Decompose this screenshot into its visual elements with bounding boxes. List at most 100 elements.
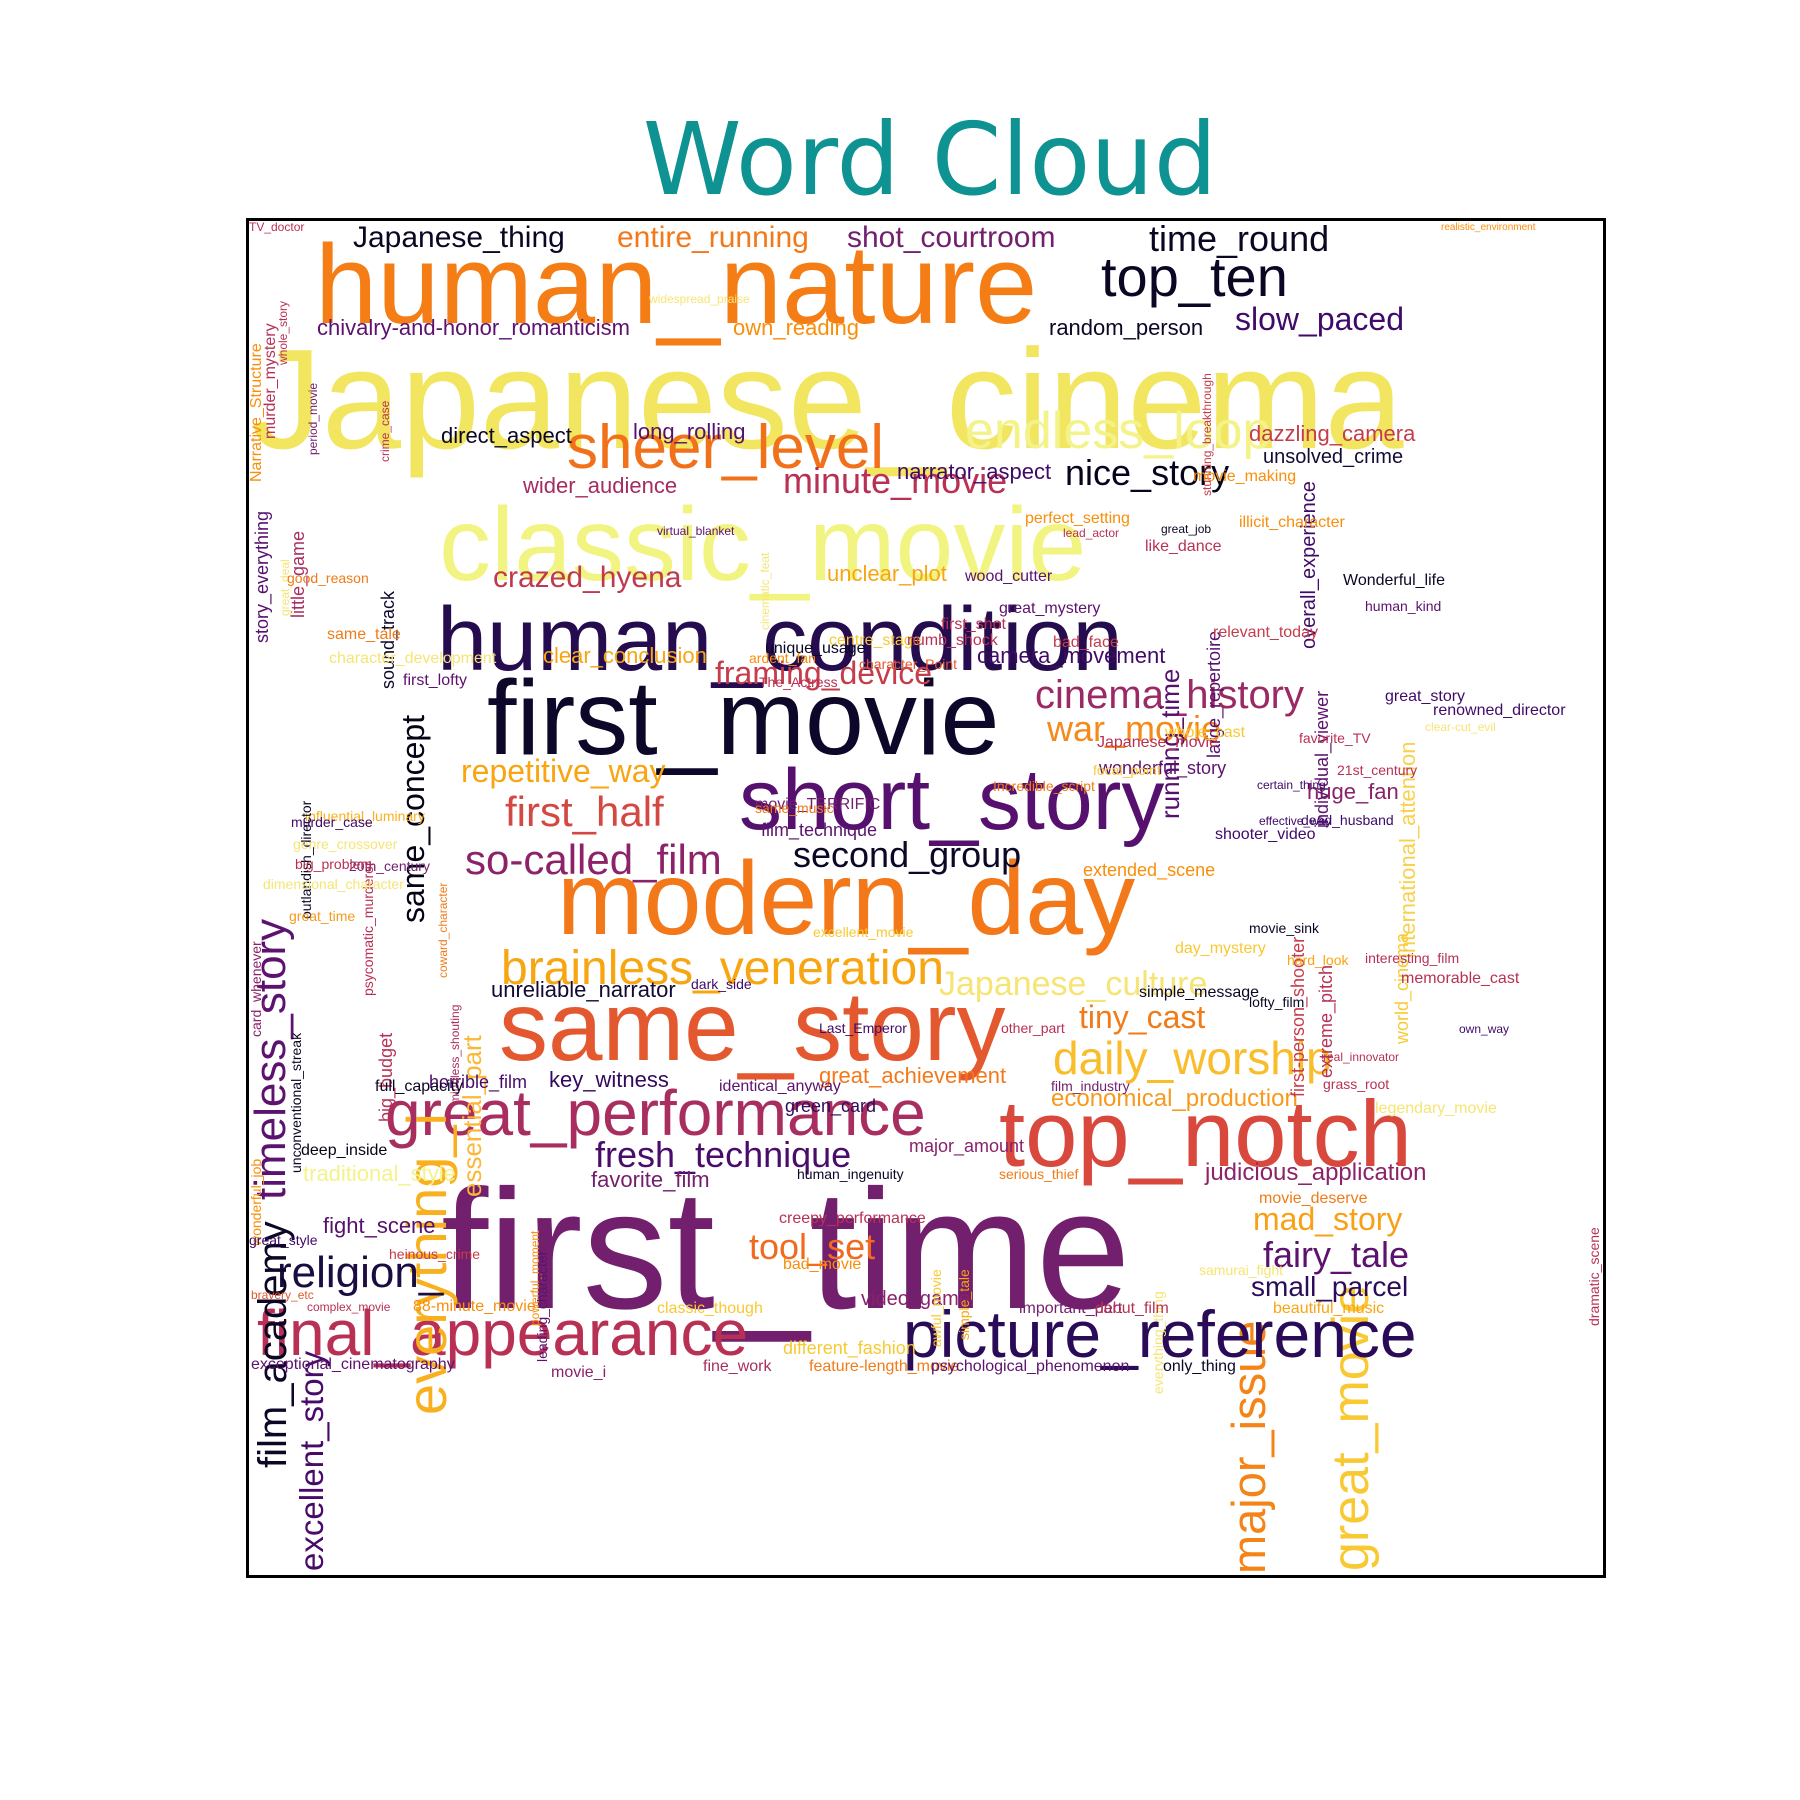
word-28: cinema_history	[1035, 673, 1305, 717]
word-0: Japanese_cinema	[251, 320, 1404, 479]
word-196: realistic_environment	[1441, 222, 1536, 233]
word-199: TV_doctor	[249, 220, 305, 234]
word-31: second_group	[793, 834, 1022, 875]
word-87: extended_scene	[1083, 860, 1216, 880]
word-147: excellent_movie	[813, 924, 914, 940]
word-7: classic_movie	[439, 487, 1087, 603]
word-119: 88-minute_movie	[413, 1298, 536, 1315]
word-151: focal_point	[1093, 762, 1161, 778]
word-130: bad_movie	[783, 1256, 862, 1273]
word-8: modern_day	[557, 841, 1136, 957]
word-186: first_shot	[941, 616, 1006, 633]
word-70: unreliable_narrator	[491, 977, 676, 1002]
word-198: human_kind	[1365, 598, 1442, 614]
word-91: whole_story	[276, 300, 290, 365]
word-68: fight_scene	[323, 1213, 436, 1238]
word-131: creepy_performance	[779, 1210, 926, 1227]
word-16: sheer_level	[567, 413, 885, 482]
word-141: own_way	[1459, 1022, 1510, 1036]
word-97: influential_luminary	[305, 808, 425, 824]
word-6: human_condition	[437, 590, 1123, 690]
word-93: crime_case	[378, 400, 392, 462]
word-121: different_fashion	[783, 1338, 916, 1358]
word-165: favorite_TV	[1299, 730, 1371, 746]
word-113: deep_inside	[301, 1142, 388, 1159]
word-27: first_half	[505, 788, 664, 835]
word-120: classic_though	[657, 1300, 763, 1317]
word-11: short_story	[739, 752, 1165, 848]
word-136: full_capacity	[375, 1078, 464, 1095]
word-177: whole_cast	[1165, 724, 1246, 741]
word-115: heinous_crime	[389, 1246, 481, 1262]
word-146: memorable_cast	[1401, 970, 1520, 987]
word-182: ardent_fan	[749, 650, 816, 666]
word-19: endless_loop	[965, 402, 1272, 460]
word-101: card_whenever	[248, 941, 264, 1037]
word-44: shot_courtroom	[847, 221, 1056, 254]
word-13: picture_reference	[903, 1297, 1417, 1371]
word-149: movie_deserve	[1259, 1190, 1368, 1207]
word-187: wood_cutter	[965, 568, 1053, 585]
word-127: important_part	[1019, 1300, 1123, 1317]
word-155: dark_side	[691, 976, 752, 992]
word-84: individual_viewer	[1312, 690, 1332, 828]
word-cloud: Japanese_cinema first_time human_nature fir…	[249, 221, 1603, 1575]
word-161: big_problem	[295, 856, 373, 872]
word-65: camera_movement	[977, 643, 1166, 668]
word-80: major_amount	[909, 1136, 1025, 1156]
word-52: judicious_application	[1205, 1159, 1427, 1186]
word-96: cinematic_feat	[758, 552, 772, 630]
word-1: first_time	[441, 1155, 1131, 1345]
word-160: genre_crossover	[293, 836, 398, 852]
word-134: human_ingenuity	[797, 1166, 904, 1182]
word-34: nice_story	[1065, 452, 1230, 493]
word-78: horrible_film	[429, 1072, 528, 1092]
word-4: excellent_story	[293, 1350, 330, 1571]
word-178: relevant_today	[1213, 624, 1318, 641]
word-14: final_appearance	[257, 1297, 749, 1369]
word-73: video_game	[861, 1288, 970, 1310]
word-168: good_reason	[287, 570, 369, 586]
word-123: fine_work	[703, 1358, 772, 1375]
word-111: dimensional_character	[263, 876, 404, 892]
word-171: first_lofty	[403, 672, 468, 689]
word-183: unique_usage	[765, 640, 866, 657]
word-63: great_achievement	[819, 1063, 1007, 1088]
word-126: only_thing	[1163, 1358, 1236, 1375]
word-88: wonderful_story	[1099, 758, 1227, 778]
word-cloud-frame: Japanese_cinema first_time human_nature fir…	[246, 218, 1606, 1578]
word-24: film_academy	[251, 1221, 295, 1468]
word-40: mad_story	[1253, 1201, 1403, 1237]
word-142: simple_message	[1139, 984, 1260, 1001]
word-138: grass_root	[1323, 1076, 1390, 1092]
word-188: numb_shock	[907, 632, 998, 649]
word-37: framing_device	[715, 655, 932, 691]
word-135: identical_anyway	[719, 1078, 841, 1095]
word-106: leading_character	[534, 1250, 550, 1362]
word-159: murder_case	[291, 814, 373, 830]
word-35: war_movie	[1047, 708, 1222, 749]
word-32: Japanese_culture	[939, 965, 1208, 1003]
word-189: widespread_praise	[649, 292, 750, 306]
word-176: great_story	[1385, 688, 1466, 705]
word-122: movie_i	[551, 1364, 607, 1381]
word-29: fresh_technique	[595, 1134, 852, 1175]
word-39: fairy_tale	[1263, 1234, 1410, 1275]
word-95: great_deal	[278, 559, 292, 616]
word-164: 21st_century	[1337, 762, 1418, 778]
word-92: period_movie	[306, 382, 320, 455]
word-185: The_Actress	[759, 674, 838, 690]
word-128: debut_film	[1095, 1300, 1169, 1317]
word-112: great_time	[289, 908, 356, 924]
word-58: own_reading	[733, 315, 859, 340]
word-67: favorite_film	[591, 1167, 710, 1192]
word-181: centre_stage	[829, 632, 922, 649]
word-49: small_parcel	[1251, 1271, 1409, 1302]
word-192: great_job	[1161, 522, 1212, 536]
word-3: first_movie	[487, 659, 1000, 777]
word-153: dead_husband	[1301, 812, 1394, 828]
word-108: simple_tale	[956, 1269, 972, 1340]
word-64: clear_conclusion	[543, 643, 707, 668]
word-110: dramatic_scene	[1586, 1227, 1602, 1326]
word-23: religion_	[277, 1248, 444, 1297]
